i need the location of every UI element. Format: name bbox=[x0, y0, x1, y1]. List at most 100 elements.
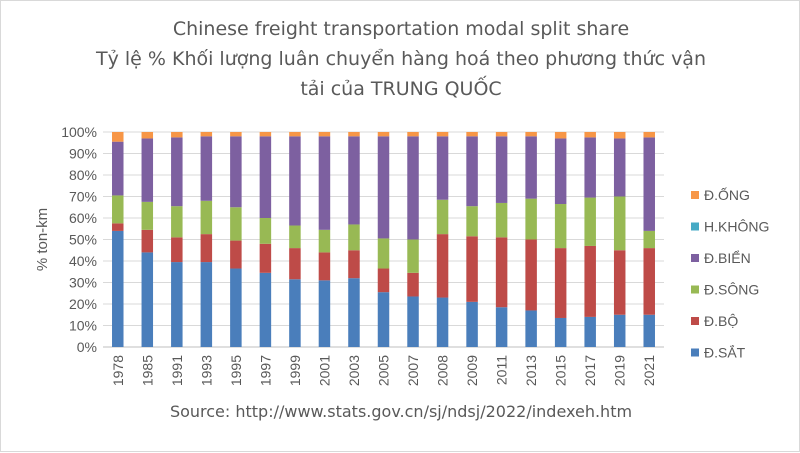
bar-segment bbox=[407, 239, 419, 273]
x-tick-label: 1991 bbox=[169, 355, 185, 386]
y-tick-label: 10% bbox=[69, 318, 97, 334]
bar-segment bbox=[200, 136, 213, 201]
bar-segment bbox=[171, 262, 183, 347]
y-tick-label: 100% bbox=[61, 124, 97, 140]
bar-segment bbox=[318, 252, 331, 281]
chart-title-line-3: tải của TRUNG QUỐC bbox=[300, 78, 502, 100]
x-tick-label: 2007 bbox=[405, 355, 421, 386]
bar-segment bbox=[554, 138, 567, 205]
legend-swatch bbox=[691, 285, 699, 294]
x-tick-label: 2015 bbox=[553, 355, 569, 386]
x-tick-label: 2011 bbox=[494, 355, 510, 385]
bar-segment bbox=[141, 132, 154, 139]
bar-segment bbox=[141, 201, 154, 230]
bar-segment bbox=[407, 132, 419, 137]
bar-segment bbox=[525, 310, 537, 347]
bar-segment bbox=[613, 132, 626, 139]
bar-segment bbox=[289, 132, 301, 137]
bar-segment bbox=[613, 138, 626, 197]
bar-segment bbox=[584, 132, 596, 138]
bar-segment bbox=[554, 317, 567, 347]
bar-segment bbox=[318, 229, 331, 253]
bar-segment bbox=[230, 240, 242, 269]
bar-segment bbox=[495, 237, 508, 308]
y-tick-label: 90% bbox=[69, 146, 97, 162]
bar-segment bbox=[466, 206, 478, 237]
x-tick-label: 2013 bbox=[523, 355, 539, 386]
bar-segment bbox=[554, 204, 567, 249]
bar-segment bbox=[171, 237, 183, 263]
legend-swatch bbox=[691, 254, 699, 262]
x-tick-label: 1993 bbox=[198, 355, 214, 386]
x-tick-label: 2003 bbox=[346, 355, 362, 386]
bar-segment bbox=[554, 248, 567, 318]
bar-segment bbox=[466, 236, 478, 302]
bar-segment bbox=[377, 268, 390, 293]
bar-segment bbox=[643, 137, 655, 231]
x-tick-label: 1978 bbox=[110, 355, 126, 386]
bar-segment bbox=[377, 132, 390, 137]
bar-segment bbox=[112, 141, 124, 196]
bar-segment bbox=[141, 138, 154, 202]
x-tick-label: 1999 bbox=[287, 355, 303, 386]
y-tick-label: 70% bbox=[69, 189, 97, 205]
bar-segment bbox=[230, 136, 242, 208]
bar-segment bbox=[259, 218, 272, 244]
legend-label: H.KHÔNG bbox=[704, 219, 769, 235]
legend-swatch bbox=[691, 222, 699, 231]
bar-segment bbox=[141, 229, 154, 253]
bar-segment bbox=[112, 223, 124, 231]
x-tick-label: 2008 bbox=[435, 355, 451, 386]
x-tick-label: 2017 bbox=[582, 355, 598, 386]
chart-title-line-1: Chinese freight transportation modal spl… bbox=[172, 18, 630, 40]
bar-segment bbox=[200, 132, 213, 137]
bar-segment bbox=[495, 202, 508, 238]
legend-swatch bbox=[691, 317, 699, 325]
bar-segment bbox=[259, 132, 272, 137]
bar-segment bbox=[141, 252, 154, 347]
legend-swatch bbox=[691, 191, 699, 199]
bar-segment bbox=[171, 132, 183, 138]
bar-segment bbox=[318, 132, 331, 137]
y-axis-title: % ton-km bbox=[34, 208, 51, 271]
bar-segment bbox=[436, 199, 449, 235]
legend-label: Đ.BỘ bbox=[704, 313, 738, 329]
y-tick-label: 30% bbox=[69, 275, 97, 291]
bar-segment bbox=[348, 224, 360, 251]
bar-segment bbox=[436, 234, 449, 298]
bar-segment bbox=[466, 132, 478, 137]
bar-segment bbox=[200, 234, 213, 263]
legend-label: Đ.ỐNG bbox=[704, 186, 750, 203]
legend-label: Đ.SÔNG bbox=[704, 282, 759, 298]
bar-segment bbox=[643, 248, 655, 315]
bar-segment bbox=[436, 132, 449, 137]
bar-segment bbox=[407, 296, 419, 347]
bar-segment bbox=[584, 245, 596, 317]
bar-segment bbox=[643, 314, 655, 347]
bar-segment bbox=[289, 279, 301, 347]
y-tick-label: 20% bbox=[69, 296, 97, 312]
legend-label: Đ.SẮT bbox=[704, 344, 746, 361]
bar-segment bbox=[289, 248, 301, 280]
bar-segment bbox=[289, 136, 301, 226]
bar-segment bbox=[171, 137, 183, 207]
bar-segment bbox=[495, 136, 508, 203]
bar-segment bbox=[466, 136, 478, 207]
bar-segment bbox=[584, 316, 596, 347]
bar-segment bbox=[436, 297, 449, 347]
bar-segment bbox=[259, 272, 272, 347]
bar-segment bbox=[436, 136, 449, 200]
bar-segment bbox=[377, 238, 390, 269]
bar-segment bbox=[259, 136, 272, 218]
x-tick-label: 1997 bbox=[257, 355, 273, 386]
bar-segment bbox=[112, 230, 124, 347]
bar-segment bbox=[554, 132, 567, 139]
bar-segment bbox=[348, 278, 360, 347]
bar-segment bbox=[466, 301, 478, 347]
bar-segment bbox=[200, 200, 213, 235]
bar-segment bbox=[318, 280, 331, 347]
bar-segment bbox=[377, 292, 390, 347]
y-tick-label: 50% bbox=[69, 232, 97, 248]
y-tick-label: 80% bbox=[69, 167, 97, 183]
